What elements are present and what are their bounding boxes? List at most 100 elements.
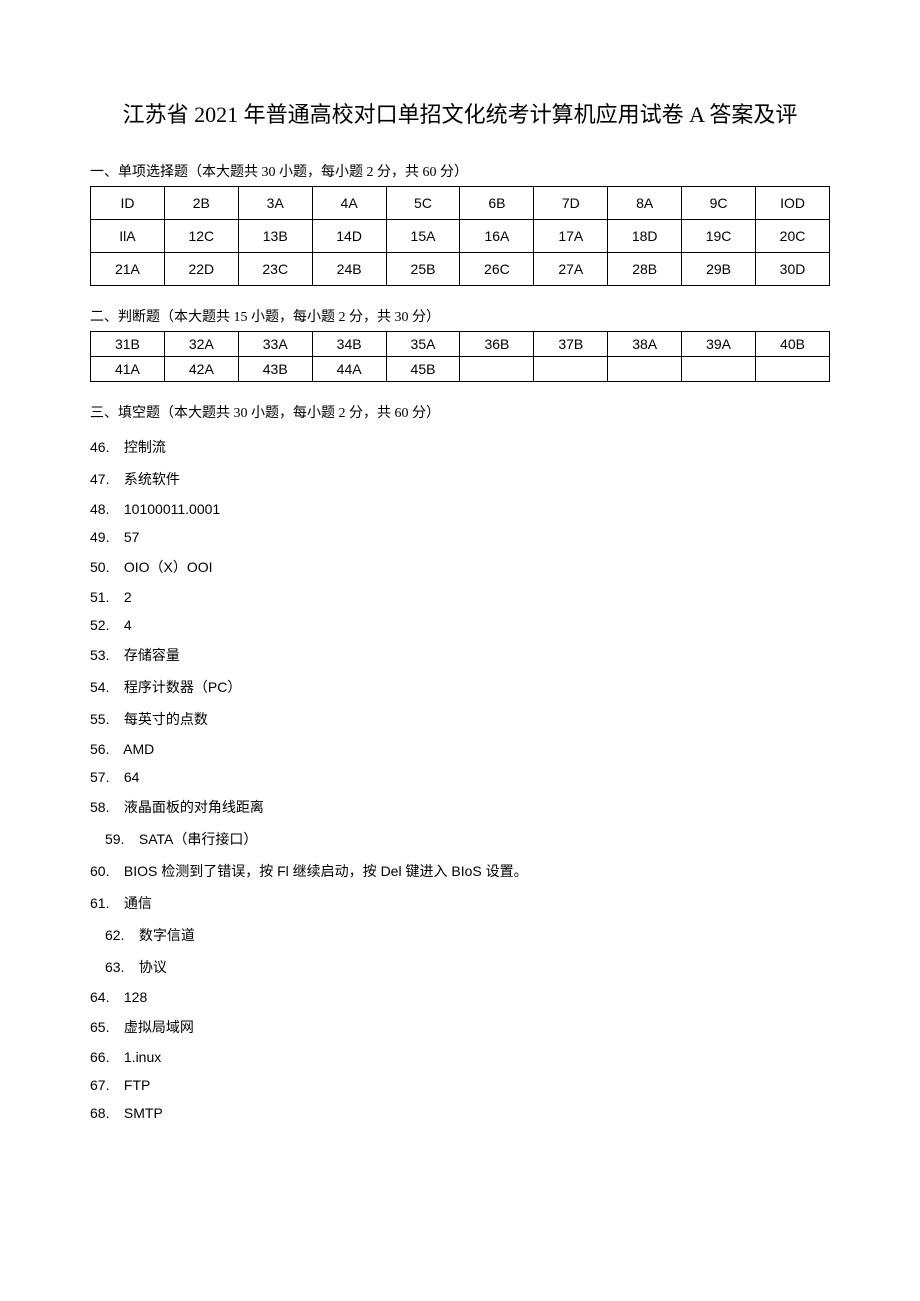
fill-item-text: 128 — [120, 989, 147, 1005]
table-cell: 28B — [608, 252, 682, 285]
fill-item: 51. 2 — [90, 589, 830, 605]
fill-item-number: 53. — [90, 647, 120, 663]
section3-list: 46. 控制流47. 系统软件48. 10100011.000149. 5750… — [90, 437, 830, 1121]
fill-item: 68. SMTP — [90, 1105, 830, 1121]
fill-item-text: 数字信道 — [135, 927, 195, 943]
fill-item: 48. 10100011.0001 — [90, 501, 830, 517]
table-row: 31B 32A 33A 34B 35A 36B 37B 38A 39A 40B — [91, 331, 830, 356]
table-cell: 41A — [91, 356, 165, 381]
table-cell: 18D — [608, 219, 682, 252]
fill-item: 53. 存储容量 — [90, 645, 830, 665]
table-cell: 9C — [682, 186, 756, 219]
fill-item-number: 59. — [105, 831, 135, 847]
fill-item: 57. 64 — [90, 769, 830, 785]
fill-item-text: SATA（串行接口） — [135, 831, 257, 847]
fill-item-number: 46. — [90, 439, 120, 455]
table-cell — [534, 356, 608, 381]
fill-item-number: 57. — [90, 769, 120, 785]
fill-item: 60. BIOS 检测到了错误，按 Fl 继续启动，按 Del 键进入 BIoS… — [90, 861, 830, 881]
table-cell: 29B — [682, 252, 756, 285]
fill-item: 62. 数字信道 — [90, 925, 830, 945]
fill-item-text: 协议 — [135, 959, 167, 975]
fill-item-text: 64 — [120, 769, 139, 785]
table-cell: IlA — [91, 219, 165, 252]
fill-item-text: 每英寸的点数 — [120, 711, 208, 727]
fill-item: 52. 4 — [90, 617, 830, 633]
table-cell: 6B — [460, 186, 534, 219]
fill-item-text: 存储容量 — [120, 647, 180, 663]
table-cell — [460, 356, 534, 381]
fill-item-number: 65. — [90, 1019, 120, 1035]
table-cell: 25B — [386, 252, 460, 285]
table-cell: 13B — [238, 219, 312, 252]
fill-item-number: 61. — [90, 895, 120, 911]
fill-item: 64. 128 — [90, 989, 830, 1005]
fill-item-number: 63. — [105, 959, 135, 975]
table-cell: 17A — [534, 219, 608, 252]
fill-item-text: SMTP — [120, 1105, 163, 1121]
fill-item: 65. 虚拟局域网 — [90, 1017, 830, 1037]
table-cell: 5C — [386, 186, 460, 219]
fill-item-text: OIO（X）OOI — [120, 559, 213, 575]
table-cell: 16A — [460, 219, 534, 252]
fill-item-number: 67. — [90, 1077, 120, 1093]
section3-header: 三、填空题（本大题共 30 小题，每小题 2 分，共 60 分） — [90, 402, 830, 422]
fill-item-text: FTP — [120, 1077, 150, 1093]
table-cell: 3A — [238, 186, 312, 219]
table-cell: 7D — [534, 186, 608, 219]
table-cell: 21A — [91, 252, 165, 285]
table-row: IlA 12C 13B 14D 15A 16A 17A 18D 19C 20C — [91, 219, 830, 252]
fill-item: 61. 通信 — [90, 893, 830, 913]
fill-item-number: 66. — [90, 1049, 120, 1065]
fill-item: 59. SATA（串行接口） — [90, 829, 830, 849]
table-row: 41A 42A 43B 44A 45B — [91, 356, 830, 381]
fill-item-number: 60. — [90, 863, 120, 879]
fill-item: 49. 57 — [90, 529, 830, 545]
document-title: 江苏省 2021 年普通高校对口单招文化统考计算机应用试卷 A 答案及评 — [90, 100, 830, 131]
fill-item-number: 48. — [90, 501, 120, 517]
table-cell: 42A — [164, 356, 238, 381]
fill-item: 50. OIO（X）OOI — [90, 557, 830, 577]
table-cell: 44A — [312, 356, 386, 381]
table-cell: 45B — [386, 356, 460, 381]
fill-item-number: 52. — [90, 617, 120, 633]
fill-item-number: 68. — [90, 1105, 120, 1121]
table-cell: 20C — [756, 219, 830, 252]
table-cell: 32A — [164, 331, 238, 356]
fill-item-number: 50. — [90, 559, 120, 575]
fill-item-text: 液晶面板的对角线距离 — [120, 799, 264, 815]
fill-item-text: 1.inux — [120, 1049, 161, 1065]
table-cell — [608, 356, 682, 381]
fill-item-text: 通信 — [120, 895, 152, 911]
table-cell: 15A — [386, 219, 460, 252]
fill-item-number: 64. — [90, 989, 120, 1005]
fill-item-text: 57 — [120, 529, 139, 545]
table-cell: 2B — [164, 186, 238, 219]
section1-header: 一、单项选择题（本大题共 30 小题，每小题 2 分，共 60 分） — [90, 161, 830, 181]
fill-item: 63. 协议 — [90, 957, 830, 977]
fill-item-number: 51. — [90, 589, 120, 605]
fill-item-text: 虚拟局域网 — [120, 1019, 194, 1035]
fill-item: 58. 液晶面板的对角线距离 — [90, 797, 830, 817]
fill-item-number: 54. — [90, 679, 120, 695]
table-cell: 26C — [460, 252, 534, 285]
fill-item: 54. 程序计数器（PC） — [90, 677, 830, 697]
fill-item-text: 控制流 — [120, 439, 166, 455]
table-cell: 34B — [312, 331, 386, 356]
section1-table: ID 2B 3A 4A 5C 6B 7D 8A 9C IOD IlA 12C 1… — [90, 186, 830, 286]
fill-item-number: 55. — [90, 711, 120, 727]
fill-item: 56. AMD — [90, 741, 830, 757]
table-cell: 31B — [91, 331, 165, 356]
fill-item-number: 58. — [90, 799, 120, 815]
section2-header: 二、判断题（本大题共 15 小题，每小题 2 分，共 30 分） — [90, 306, 830, 326]
fill-item-number: 62. — [105, 927, 135, 943]
table-cell: 35A — [386, 331, 460, 356]
table-cell: 24B — [312, 252, 386, 285]
fill-item-number: 47. — [90, 471, 120, 487]
table-cell: 37B — [534, 331, 608, 356]
fill-item: 66. 1.inux — [90, 1049, 830, 1065]
table-cell: 22D — [164, 252, 238, 285]
table-cell: 39A — [682, 331, 756, 356]
table-row: ID 2B 3A 4A 5C 6B 7D 8A 9C IOD — [91, 186, 830, 219]
table-cell: 30D — [756, 252, 830, 285]
